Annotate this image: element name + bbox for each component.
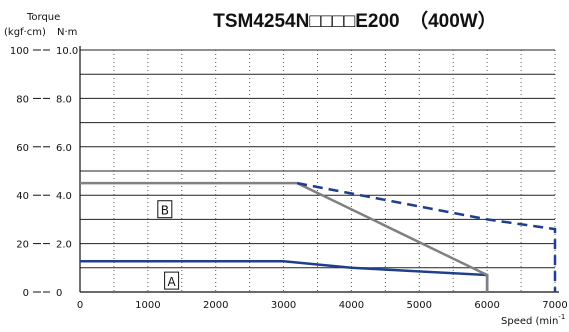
- series-line-B: [80, 181, 489, 292]
- x-tick-label: 2000: [203, 300, 228, 311]
- labels: 100 80 60 40 20 0 10.0 8.0 6.0 4.0 2.0 0 0 1000 2000 30…: [10, 46, 568, 311]
- series-line-A: [80, 260, 489, 292]
- chart-title: TSM4254N□□□□E200 （400W）: [213, 9, 497, 32]
- y-left-tick-label: 80: [16, 94, 29, 105]
- x-axis-label: Speed (min-1: [501, 313, 565, 327]
- series: [80, 181, 557, 292]
- x-tick-label: 0: [77, 300, 83, 311]
- y-left-tick-label: 60: [16, 143, 29, 154]
- y-axis-right-unit: N·m: [57, 27, 77, 38]
- x-axis-label-sup: -1: [558, 313, 565, 321]
- y-left-tick-label: 40: [16, 191, 29, 202]
- x-tick-label: 4000: [339, 300, 364, 311]
- y-left-tick-label: 0: [23, 288, 29, 299]
- x-axis-label-main: Speed (min: [501, 316, 558, 327]
- legend-label-A: A: [167, 275, 176, 289]
- y-left-tick-label: 20: [16, 240, 29, 251]
- y-right-tick-label: 0: [56, 288, 62, 299]
- legend-box-B: [157, 200, 173, 219]
- grid: [80, 49, 556, 292]
- x-tick-label: 3000: [271, 300, 296, 311]
- x-tick-label: 5000: [407, 300, 432, 311]
- x-tick-label: 1000: [135, 300, 160, 311]
- y-right-tick-label: 2.0: [56, 240, 72, 251]
- series-line-dashed: [296, 181, 557, 292]
- x-tick-label: 7000: [542, 300, 567, 311]
- y-right-tick-label: 4.0: [56, 191, 72, 202]
- y-axis-left-unit: (kgf·cm): [4, 27, 46, 38]
- y-axis-top-label: Torque: [26, 12, 60, 23]
- y-right-tick-label: 6.0: [56, 143, 72, 154]
- legend-label-B: B: [161, 204, 169, 218]
- y-right-tick-label: 10.0: [56, 46, 78, 57]
- axes: [33, 46, 559, 293]
- legend-box-A: [164, 271, 180, 290]
- x-tick-label: 6000: [474, 300, 499, 311]
- y-left-tick-label: 100: [10, 46, 29, 57]
- y-right-tick-label: 8.0: [56, 94, 72, 105]
